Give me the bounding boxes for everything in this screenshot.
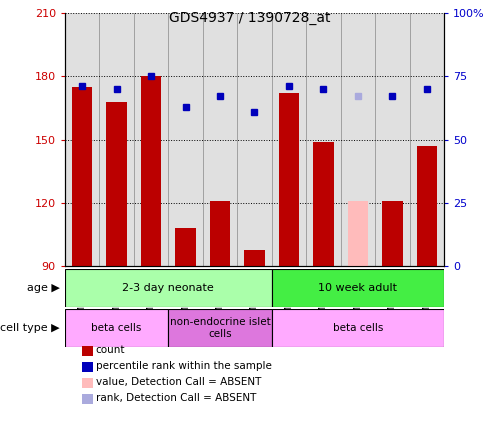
Bar xyxy=(65,13,99,266)
Bar xyxy=(237,13,272,266)
Bar xyxy=(313,142,334,266)
Bar xyxy=(168,13,203,266)
Bar xyxy=(272,13,306,266)
Bar xyxy=(106,102,127,266)
Bar xyxy=(210,201,231,266)
Bar xyxy=(134,13,168,266)
Text: non-endocrine islet
cells: non-endocrine islet cells xyxy=(170,317,270,339)
Text: rank, Detection Call = ABSENT: rank, Detection Call = ABSENT xyxy=(96,393,256,404)
Text: age ▶: age ▶ xyxy=(27,283,60,293)
Text: count: count xyxy=(96,345,125,355)
Bar xyxy=(141,76,161,266)
Bar xyxy=(382,201,403,266)
Bar xyxy=(244,250,265,266)
Bar xyxy=(72,87,92,266)
Text: 2-3 day neonate: 2-3 day neonate xyxy=(122,283,214,293)
Text: percentile rank within the sample: percentile rank within the sample xyxy=(96,361,271,371)
Bar xyxy=(341,13,375,266)
Bar xyxy=(175,228,196,266)
Text: beta cells: beta cells xyxy=(333,323,383,333)
Text: cell type ▶: cell type ▶ xyxy=(0,323,60,333)
Bar xyxy=(306,13,341,266)
Bar xyxy=(272,309,444,347)
Bar xyxy=(65,269,272,307)
Bar xyxy=(348,201,368,266)
Bar xyxy=(417,146,437,266)
Bar xyxy=(278,93,299,266)
Bar xyxy=(65,309,168,347)
Text: GDS4937 / 1390728_at: GDS4937 / 1390728_at xyxy=(169,11,330,25)
Text: 10 week adult: 10 week adult xyxy=(318,283,397,293)
Bar xyxy=(410,13,444,266)
Text: beta cells: beta cells xyxy=(91,323,142,333)
Bar xyxy=(168,309,272,347)
Bar xyxy=(99,13,134,266)
Bar xyxy=(375,13,410,266)
Text: value, Detection Call = ABSENT: value, Detection Call = ABSENT xyxy=(96,377,261,387)
Bar xyxy=(272,269,444,307)
Bar xyxy=(203,13,237,266)
